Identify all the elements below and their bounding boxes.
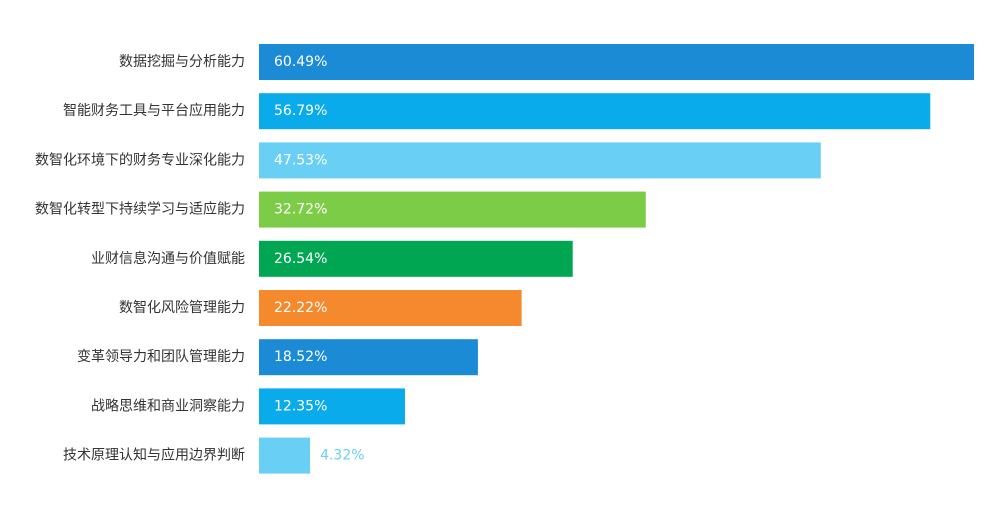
value-label-3: 47.53% (274, 152, 327, 168)
bar-6 (259, 290, 522, 326)
category-label-4: 数智化转型下持续学习与适应能力 (35, 201, 245, 218)
category-label-5: 业财信息沟通与价值赋能 (91, 250, 245, 267)
bar-3 (259, 142, 821, 179)
value-label-8: 12.35% (274, 398, 327, 414)
value-label-5: 26.54% (274, 251, 327, 267)
bar-7 (259, 339, 478, 376)
value-label-7: 18.52% (274, 349, 327, 365)
value-label-6: 22.22% (274, 300, 327, 316)
category-labels: 数据挖掘与分析能力智能财务工具与平台应用能力数智化环境下的财务专业深化能力数智化… (35, 54, 245, 464)
bar-2 (259, 93, 931, 130)
bar-5 (259, 240, 573, 277)
value-label-2: 56.79% (274, 103, 327, 119)
category-label-8: 战略思维和商业洞察能力 (91, 397, 245, 414)
bar-1 (259, 44, 974, 80)
category-label-9: 技术原理认知与应用边界判断 (63, 447, 245, 464)
bar-9 (259, 437, 311, 474)
category-label-6: 数智化风险管理能力 (119, 300, 245, 316)
bars-layer (259, 44, 974, 474)
bar-8 (259, 388, 405, 425)
value-label-4: 32.72% (274, 202, 327, 218)
category-label-1: 数据挖掘与分析能力 (119, 54, 245, 70)
bar-4 (259, 191, 646, 228)
category-label-7: 变革领导力和团队管理能力 (77, 349, 245, 365)
category-label-2: 智能财务工具与平台应用能力 (63, 102, 245, 119)
value-label-9: 4.32% (320, 448, 364, 464)
category-label-3: 数智化环境下的财务专业深化能力 (35, 152, 245, 168)
value-label-1: 60.49% (274, 54, 327, 70)
value-labels: 60.49% 56.79% 47.53% 32.72% 26.54% 22.22% 18.5… (274, 54, 365, 464)
